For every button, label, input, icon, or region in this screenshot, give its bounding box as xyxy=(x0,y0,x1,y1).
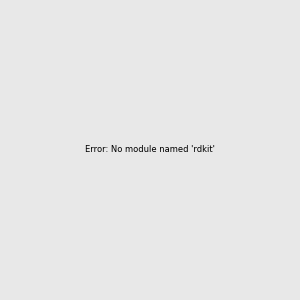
Text: Error: No module named 'rdkit': Error: No module named 'rdkit' xyxy=(85,146,215,154)
